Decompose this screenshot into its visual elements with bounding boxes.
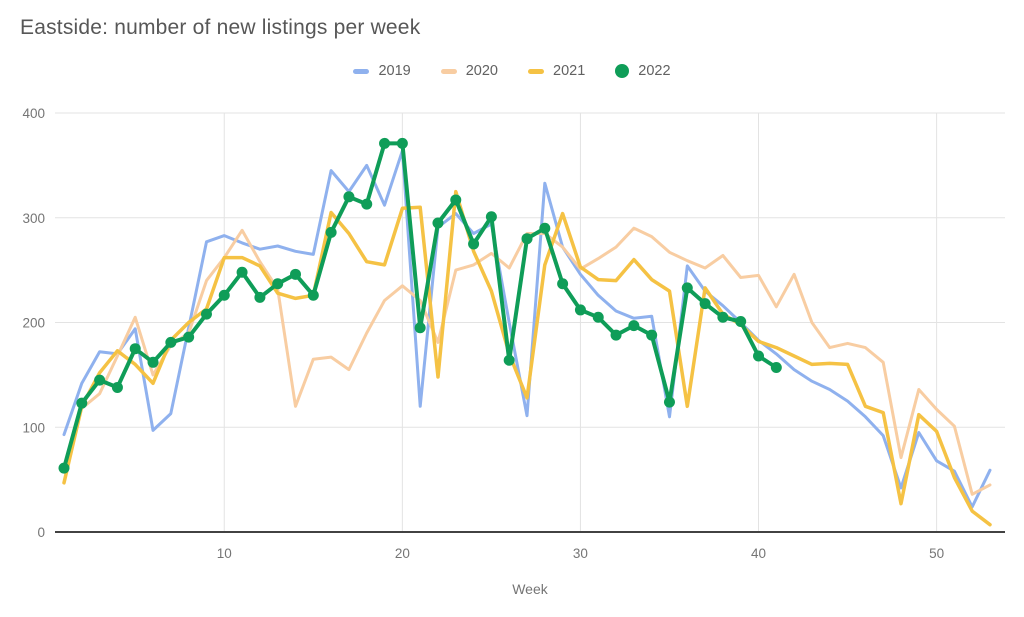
series-2022-point[interactable] [503, 354, 515, 366]
series-2022-point[interactable] [94, 374, 106, 386]
series-2021-line[interactable] [62, 189, 992, 527]
series-2022-point[interactable] [610, 329, 622, 341]
legend-label-2020: 2020 [465, 63, 498, 79]
legend-item-2020[interactable]: 2020 [440, 63, 498, 79]
legend: 2019 2020 2021 2022 [0, 63, 1024, 79]
series-2022-point[interactable] [557, 278, 569, 290]
series-2022-point[interactable] [58, 462, 70, 474]
legend-item-2021[interactable]: 2021 [528, 63, 585, 79]
series-2022-point[interactable] [592, 311, 604, 323]
series-2022-point[interactable] [290, 268, 302, 280]
chart-title: Eastside: number of new listings per wee… [20, 16, 421, 39]
series-2022-point[interactable] [396, 137, 408, 149]
series-2022-point[interactable] [646, 329, 658, 341]
series-2022-point[interactable] [521, 233, 533, 245]
series-2022-point[interactable] [450, 194, 462, 206]
series-2022-point[interactable] [218, 289, 230, 301]
series-2022-point[interactable] [379, 137, 391, 149]
x-tick-label: 20 [395, 546, 410, 561]
series-2022-point[interactable] [129, 343, 141, 355]
legend-label-2021: 2021 [553, 63, 586, 79]
series-2019-line[interactable] [62, 149, 992, 509]
x-tick-label: 30 [573, 546, 588, 561]
series-2022-point[interactable] [272, 278, 284, 290]
y-tick-label: 0 [37, 525, 45, 540]
series-2022-point[interactable] [663, 396, 675, 408]
series-2022-point[interactable] [307, 289, 319, 301]
series-2022-point[interactable] [770, 362, 782, 374]
legend-swatch-2022 [615, 64, 630, 78]
series-2022-point[interactable] [200, 308, 212, 320]
series-2022-point[interactable] [717, 311, 729, 323]
series-2022-point[interactable] [361, 198, 373, 210]
series-2022-point[interactable] [236, 266, 248, 278]
series-2022-point[interactable] [735, 315, 747, 327]
series-2022-point[interactable] [343, 191, 355, 203]
series-2022-point[interactable] [183, 331, 195, 343]
series-2022-point[interactable] [699, 298, 711, 310]
series-2022-point[interactable] [76, 397, 88, 409]
series-2022-point[interactable] [111, 381, 123, 393]
x-tick-label: 40 [751, 546, 766, 561]
series-2022-point[interactable] [147, 356, 159, 368]
series-2022-line[interactable] [62, 141, 779, 471]
series-2022-point[interactable] [539, 222, 551, 234]
legend-swatch-2020 [440, 68, 457, 74]
series-2022-point[interactable] [574, 304, 586, 316]
y-tick-label: 300 [22, 211, 45, 226]
legend-item-2022[interactable]: 2022 [615, 63, 671, 79]
series-2020-line[interactable] [80, 226, 992, 496]
legend-label-2019: 2019 [378, 63, 411, 79]
series-2022-point[interactable] [628, 320, 640, 332]
x-tick-label: 10 [217, 546, 232, 561]
y-tick-label: 100 [22, 420, 45, 435]
series-2022-point[interactable] [468, 238, 480, 250]
series-2022-point[interactable] [254, 291, 266, 303]
legend-swatch-2019 [353, 68, 370, 74]
legend-label-2022: 2022 [638, 63, 671, 79]
series-2022-point[interactable] [753, 350, 765, 362]
y-tick-label: 400 [22, 106, 45, 121]
series-2022-point[interactable] [485, 211, 497, 223]
y-tick-label: 200 [22, 316, 45, 331]
series-2022-point[interactable] [165, 336, 177, 348]
series-2022-point[interactable] [325, 226, 337, 238]
series-2022-point[interactable] [432, 217, 444, 229]
x-axis-title: Week [512, 581, 548, 597]
x-tick-label: 50 [929, 546, 944, 561]
legend-item-2019[interactable]: 2019 [353, 63, 411, 79]
series-2022-point[interactable] [681, 282, 693, 294]
legend-swatch-2021 [528, 68, 544, 74]
series-2022-point[interactable] [414, 322, 426, 334]
